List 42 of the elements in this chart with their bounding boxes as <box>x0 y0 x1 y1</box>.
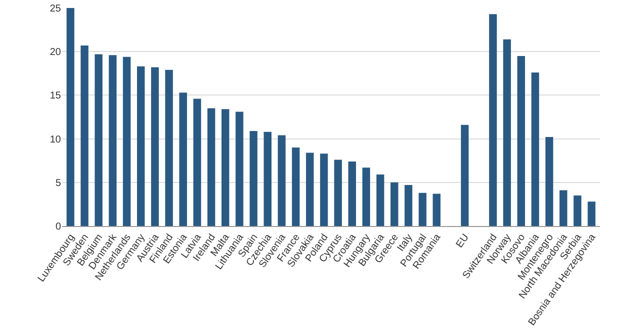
bar <box>432 194 440 226</box>
bar <box>66 8 74 226</box>
bar <box>108 55 117 226</box>
bar <box>94 54 102 226</box>
bar <box>193 98 202 226</box>
bar <box>362 168 370 226</box>
bar <box>236 112 244 226</box>
y-tick-label: 25 <box>50 4 62 14</box>
bar <box>404 185 412 226</box>
bar <box>151 67 159 226</box>
y-tick-label: 20 <box>50 47 62 58</box>
bar <box>503 39 511 226</box>
y-tick-label: 15 <box>50 90 62 102</box>
bar <box>588 202 596 226</box>
y-tick-label: 5 <box>55 178 62 189</box>
bar <box>306 152 314 226</box>
bar <box>376 174 384 226</box>
bar <box>489 14 497 226</box>
bar <box>418 192 426 226</box>
bar <box>348 161 356 226</box>
y-tick-label: 10 <box>50 134 62 146</box>
bar <box>137 66 145 226</box>
bar <box>278 135 286 226</box>
y-tick-label: 0 <box>55 222 62 232</box>
bar <box>264 132 272 226</box>
bar <box>560 190 568 226</box>
bar <box>320 154 328 226</box>
bar <box>80 46 88 226</box>
bar <box>207 108 216 226</box>
bar <box>574 195 582 226</box>
bar <box>122 56 131 226</box>
bar <box>545 137 554 226</box>
bar <box>517 56 525 226</box>
bar <box>460 124 469 226</box>
bar <box>334 160 342 226</box>
bar <box>222 109 230 226</box>
bar <box>165 70 173 226</box>
bar <box>292 148 300 226</box>
bar <box>179 92 187 226</box>
bar <box>250 130 258 226</box>
bar <box>531 72 540 226</box>
bar <box>390 182 398 226</box>
